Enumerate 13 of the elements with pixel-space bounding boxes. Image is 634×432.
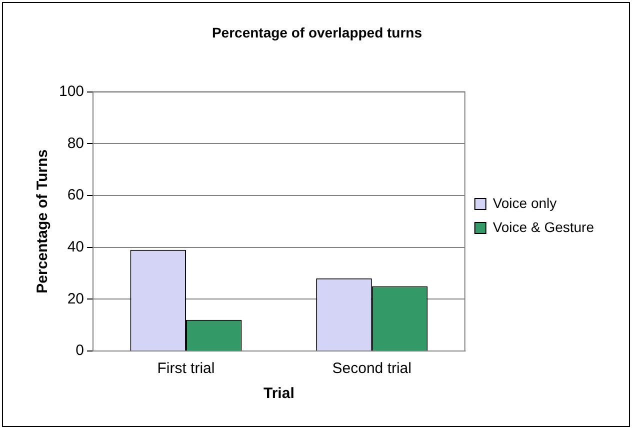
y-axis-title: Percentage of Turns	[34, 149, 52, 294]
y-tick-label: 40	[67, 238, 84, 256]
x-tick-label: Second trial	[332, 360, 412, 378]
x-axis-title: Trial	[264, 385, 294, 402]
y-tick-label: 60	[67, 186, 84, 204]
legend-label: Voice only	[492, 194, 557, 211]
x-tick-label: First trial	[157, 360, 215, 378]
y-tick-label: 80	[67, 134, 84, 152]
y-tick-label: 0	[76, 342, 84, 360]
legend-label: Voice & Gesture	[492, 218, 594, 235]
chart-title: Percentage of overlapped turns	[212, 24, 422, 40]
y-tick-label: 100	[58, 82, 84, 100]
y-tick-label: 20	[67, 290, 84, 308]
